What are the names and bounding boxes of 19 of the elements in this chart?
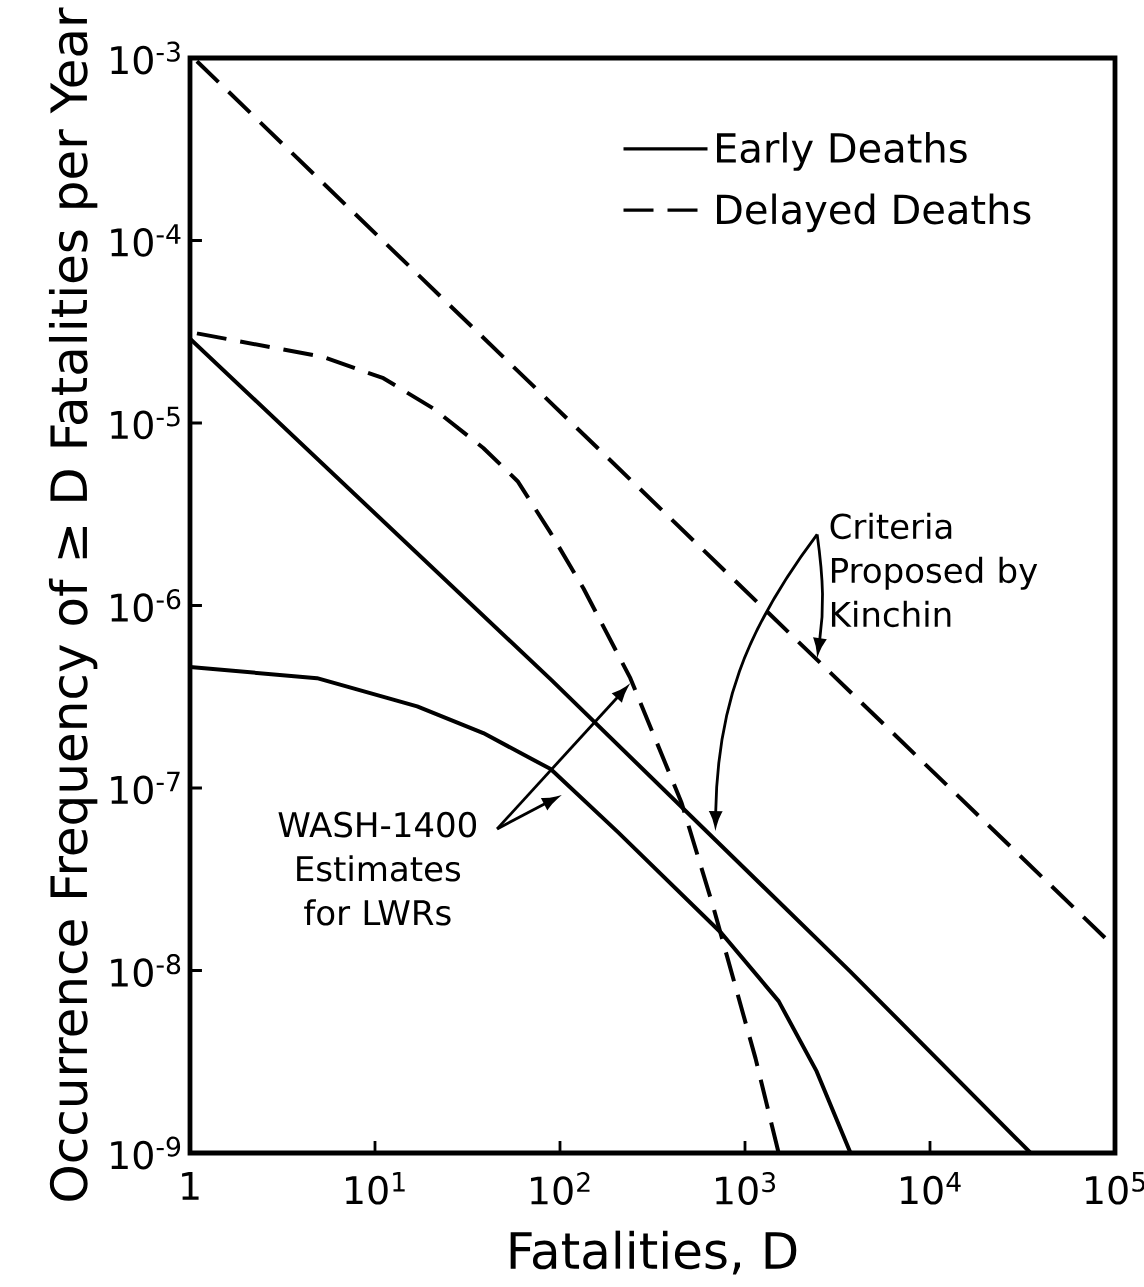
y-tick-label: 10$^{-6}$: [111, 589, 181, 622]
annotation: Criteria Proposed by Kinchin: [830, 512, 1038, 628]
legend-label: Delayed Deaths: [717, 193, 1031, 233]
y-tick-label: 10$^{-4}$: [111, 224, 181, 257]
y-tick-label: 10$^{-9}$: [111, 1136, 181, 1170]
y-tick-label: 10$^{-5}$: [111, 406, 180, 440]
x-tick-label: 10$^{4}$: [901, 1172, 961, 1205]
x-tick-label: 10$^{2}$: [531, 1172, 590, 1205]
y-axis-title: Occurrence Frequency of ≥ D Fatalities per Year: [48, 7, 98, 1201]
annotation: WASH-1400 Estimates for LWRs: [278, 811, 477, 926]
y-tick-label: 10$^{-7}$: [111, 771, 180, 805]
x-tick-label: 10$^{1}$: [346, 1172, 405, 1205]
x-axis-title: Fatalities, D: [510, 1230, 797, 1275]
x-tick-label: 1: [182, 1172, 199, 1200]
x-tick-label: 10$^{5}$: [1086, 1172, 1144, 1205]
legend-label: Early Deaths: [717, 132, 967, 171]
y-tick-label: 10$^{-3}$: [111, 41, 180, 75]
y-tick-label: 10$^{-8}$: [111, 954, 181, 987]
x-tick-label: 10$^{3}$: [716, 1172, 776, 1205]
